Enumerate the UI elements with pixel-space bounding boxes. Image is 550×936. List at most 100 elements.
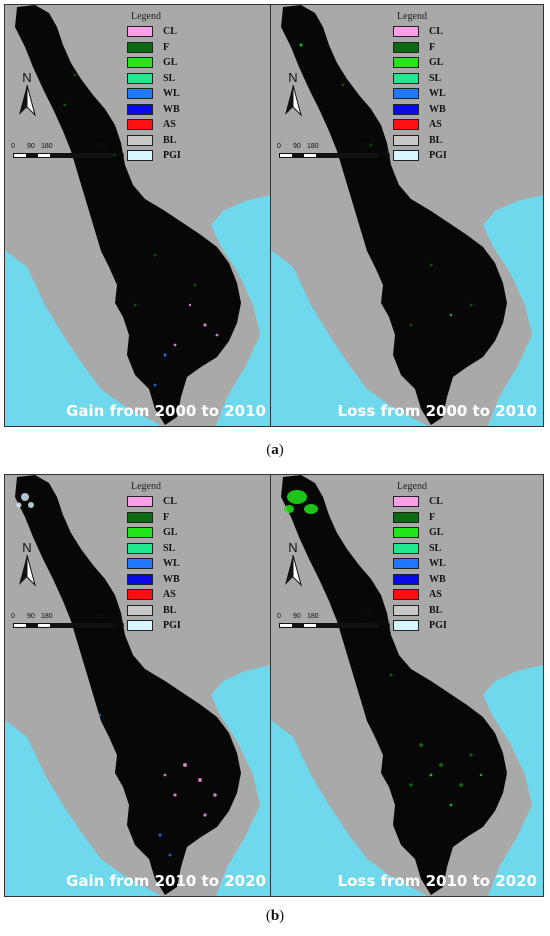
- figure-b: Legend CL F GL SL WL WB AS BL PGI N 0 90…: [4, 474, 544, 897]
- legend-label: WL: [163, 88, 180, 100]
- legend-label: F: [163, 511, 170, 523]
- legend-item-as: AS: [393, 587, 473, 603]
- legend-item-wb: WB: [127, 572, 207, 588]
- mekong-basin: [15, 475, 241, 895]
- legend-swatch: [127, 134, 153, 146]
- legend-swatch: [127, 496, 153, 508]
- legend-swatch: [393, 26, 419, 38]
- sea-east: [483, 195, 543, 426]
- scale-tick: 90: [293, 143, 301, 150]
- mekong-basin: [281, 475, 507, 895]
- legend-label: WL: [429, 558, 446, 570]
- legend-label: WB: [429, 103, 446, 115]
- legend-item-gl: GL: [393, 55, 473, 71]
- gain-blue-speckles: [153, 353, 167, 387]
- legend-title: Legend: [131, 11, 161, 22]
- north-arrow: N: [281, 541, 305, 589]
- legend-swatch: [127, 41, 153, 53]
- legend-item-pgi: PGI: [393, 618, 473, 634]
- legend-label: GL: [163, 527, 178, 539]
- figure-a-label: (a): [266, 442, 284, 458]
- sea-east: [211, 665, 270, 896]
- legend-swatch: [127, 26, 153, 38]
- loss-green-speckles: [299, 43, 453, 317]
- gain-pink-speckles: [173, 303, 219, 347]
- legend-label: WL: [163, 558, 180, 570]
- scale-graphic: [13, 623, 113, 628]
- legend-swatch: [127, 558, 153, 570]
- basin-map: [271, 475, 543, 896]
- legend-swatch: [127, 103, 153, 115]
- legend-swatch: [393, 542, 419, 554]
- legend-swatch: [127, 620, 153, 632]
- legend-swatch: [393, 527, 419, 539]
- legend-label: AS: [163, 119, 176, 131]
- legend-item-wb: WB: [393, 572, 473, 588]
- legend-label: BL: [429, 604, 443, 616]
- legend: Legend CL F GL SL WL WB AS BL PGI: [393, 481, 473, 634]
- scalebar: 0 90 180 360 km: [277, 143, 397, 167]
- legend-swatch: [393, 620, 419, 632]
- legend-label: CL: [429, 26, 443, 38]
- scale-tick: 180: [41, 613, 53, 620]
- north-arrow-icon: [19, 84, 36, 117]
- loss-forest-speckles: [389, 673, 473, 787]
- scale-graphic: [279, 623, 379, 628]
- sea-east: [483, 665, 543, 896]
- north-arrow: N: [15, 541, 39, 589]
- legend-label: WL: [429, 88, 446, 100]
- legend-swatch: [127, 119, 153, 131]
- legend: Legend CL F GL SL WL WB AS BL PGI: [127, 481, 207, 634]
- legend-swatch: [393, 41, 419, 53]
- scale-graphic: [13, 153, 113, 158]
- legend-label: SL: [429, 542, 442, 554]
- legend-item-gl: GL: [393, 525, 473, 541]
- legend-label: AS: [429, 589, 442, 601]
- legend-item-pgi: PGI: [127, 618, 207, 634]
- legend-item-f: F: [127, 40, 207, 56]
- mekong-basin: [15, 5, 241, 425]
- sea-gulf: [5, 720, 162, 896]
- legend-item-wl: WL: [127, 86, 207, 102]
- legend-swatch: [127, 527, 153, 539]
- legend-item-cl: CL: [127, 494, 207, 510]
- scalebar: 0 90 180 360 km: [277, 613, 397, 637]
- legend-item-wl: WL: [393, 556, 473, 572]
- sea-gulf: [5, 250, 162, 426]
- basin-map: [5, 475, 270, 896]
- map-caption: Loss from 2010 to 2020: [337, 872, 537, 890]
- north-label: N: [288, 540, 298, 555]
- legend-item-as: AS: [127, 117, 207, 133]
- legend-label: BL: [163, 604, 177, 616]
- loss-green-speckles: [429, 773, 483, 807]
- legend-swatch: [127, 589, 153, 601]
- legend-swatch: [393, 604, 419, 616]
- legend-item-f: F: [393, 40, 473, 56]
- legend-item-bl: BL: [127, 603, 207, 619]
- legend-label: SL: [163, 72, 176, 84]
- scale-tick: 180: [307, 613, 319, 620]
- legend-swatch: [127, 542, 153, 554]
- legend-label: WB: [163, 573, 180, 585]
- legend-swatch: [393, 150, 419, 162]
- legend-swatch: [127, 57, 153, 69]
- legend-label: WB: [163, 103, 180, 115]
- legend-item-bl: BL: [393, 133, 473, 149]
- figure-b-label: (b): [265, 908, 285, 924]
- legend-swatch: [393, 103, 419, 115]
- legend-item-cl: CL: [393, 24, 473, 40]
- map-caption: Gain from 2010 to 2020: [66, 872, 266, 890]
- scalebar: 0 90 180 360 km: [11, 143, 131, 167]
- legend-label: PGI: [429, 620, 447, 632]
- legend-label: AS: [163, 589, 176, 601]
- figure-a: Legend CL F GL SL WL WB AS BL PGI N 0 90…: [4, 4, 544, 427]
- scale-unit: km: [381, 152, 391, 159]
- scale-tick: 90: [293, 613, 301, 620]
- legend-item-bl: BL: [127, 133, 207, 149]
- legend-swatch: [127, 88, 153, 100]
- legend-item-gl: GL: [127, 525, 207, 541]
- legend-label: SL: [163, 542, 176, 554]
- legend: Legend CL F GL SL WL WB AS BL PGI: [393, 11, 473, 164]
- legend-label: F: [429, 511, 436, 523]
- legend-item-sl: SL: [127, 71, 207, 87]
